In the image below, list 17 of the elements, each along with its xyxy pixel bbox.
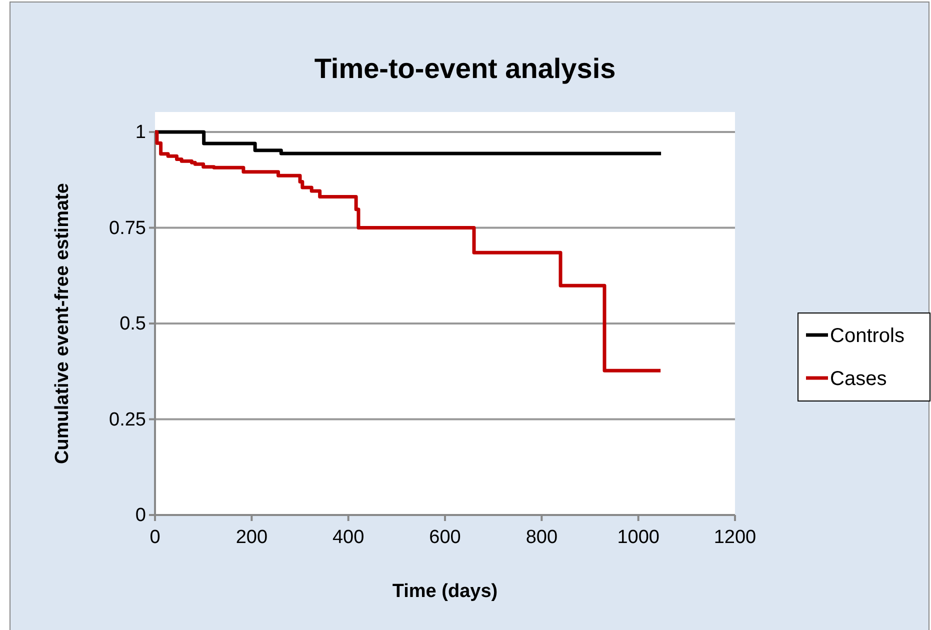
x-tick-label: 0 <box>150 527 160 548</box>
legend-label: Controls <box>830 325 904 347</box>
y-tick-label: 0.25 <box>109 409 146 430</box>
y-tick-label: 0.5 <box>120 314 146 335</box>
chart-title: Time-to-event analysis <box>314 53 616 84</box>
y-axis-title: Cumulative event-free estimate <box>52 183 73 464</box>
y-tick-label: 0 <box>135 505 146 526</box>
x-tick-label: 1200 <box>714 527 756 548</box>
legend-label: Cases <box>830 368 887 390</box>
x-tick-label: 800 <box>526 527 558 548</box>
y-tick-label: 0.75 <box>109 218 146 239</box>
y-tick-label: 1 <box>135 122 146 144</box>
x-tick-label: 200 <box>236 527 268 548</box>
x-tick-label: 1000 <box>617 527 660 548</box>
x-axis-title: Time (days) <box>392 581 498 602</box>
x-tick-label: 600 <box>429 527 461 548</box>
x-tick-label: 400 <box>332 527 364 548</box>
